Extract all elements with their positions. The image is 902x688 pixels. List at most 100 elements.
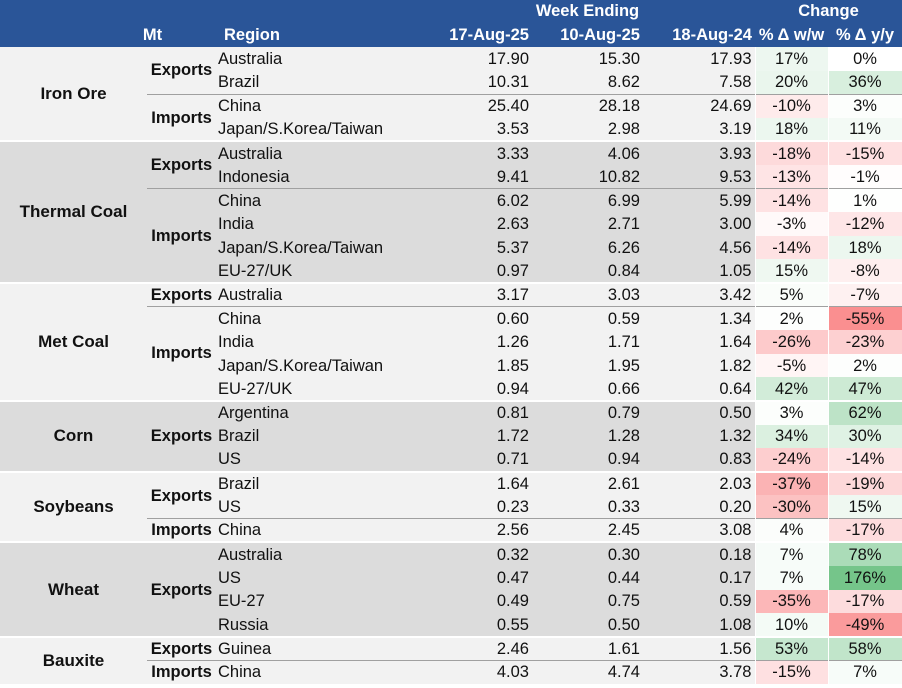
change-ww-cell: -13%	[754, 164, 829, 189]
region-cell: India	[216, 330, 416, 354]
table-row: Russia 0.55 0.50 1.08 10% -49%	[0, 613, 902, 637]
change-yy-cell: 18%	[827, 235, 902, 260]
table-row: Imports China 25.40 28.18 24.69 -10% 3%	[0, 93, 902, 142]
change-ww-cell: -26%	[754, 330, 829, 354]
value-17-aug-25: 17.90	[416, 47, 532, 71]
value-17-aug-25: 1.72	[416, 424, 532, 449]
change-yy-cell: 2%	[827, 353, 902, 378]
change-yy-cell: -8%	[827, 259, 902, 283]
region-header: Region	[216, 23, 416, 47]
change-ww-cell: 34%	[754, 424, 829, 449]
value-10-aug-25: 2.71	[532, 212, 643, 236]
region-cell: China	[216, 188, 416, 213]
value-10-aug-25: 2.98	[532, 117, 643, 142]
flow-label: Exports	[147, 635, 216, 661]
region-cell: EU-27/UK	[216, 377, 416, 401]
value-10-aug-25: 0.59	[532, 306, 643, 331]
value-17-aug-25: 0.32	[416, 541, 532, 567]
value-18-aug-24: 3.42	[643, 281, 755, 307]
change-yy-cell: 47%	[827, 377, 902, 401]
flow-label: Exports	[147, 399, 216, 472]
week-ending-header: Week Ending	[532, 0, 643, 24]
table-row: Thermal Coal Exports Australia 3.33 4.06 3.93…	[0, 140, 902, 283]
change-yy-cell: 1%	[827, 188, 902, 213]
change-yy-cell: -7%	[827, 281, 902, 307]
value-18-aug-24: 24.69	[643, 93, 755, 118]
table-row: India 1.26 1.71 1.64 -26% -23%	[0, 330, 902, 354]
region-cell: Japan/S.Korea/Taiwan	[216, 353, 416, 378]
change-yy-cell: -55%	[827, 306, 902, 331]
value-18-aug-24: 1.05	[643, 259, 755, 283]
ww-header: % Δ w/w	[755, 23, 828, 47]
value-18-aug-24: 1.08	[643, 613, 755, 637]
commodity-label: Thermal Coal	[0, 140, 147, 283]
region-cell: China	[216, 306, 416, 331]
value-10-aug-25: 6.26	[532, 235, 643, 260]
change-ww-cell: -18%	[754, 140, 829, 165]
change-yy-cell: -1%	[827, 164, 902, 189]
value-17-aug-25: 3.33	[416, 140, 532, 165]
value-17-aug-25: 2.63	[416, 212, 532, 236]
change-yy-cell: 62%	[827, 399, 902, 425]
value-10-aug-25: 2.45	[532, 518, 643, 543]
change-ww-cell: -10%	[754, 93, 829, 118]
table-row: Imports China 6.02 6.99 5.99 -14% 1%	[0, 188, 902, 283]
value-18-aug-24: 0.83	[643, 448, 755, 472]
value-17-aug-25: 0.94	[416, 377, 532, 401]
change-ww-cell: -30%	[754, 495, 829, 519]
value-18-aug-24: 7.58	[643, 70, 755, 95]
region-cell: Brazil	[216, 70, 416, 95]
header-row-top: Week Ending Change	[0, 0, 902, 24]
value-17-aug-25: 9.41	[416, 164, 532, 189]
region-cell: Australia	[216, 47, 416, 71]
value-18-aug-24: 3.08	[643, 518, 755, 543]
change-yy-cell: -17%	[827, 518, 902, 543]
change-yy-cell: 36%	[827, 70, 902, 95]
value-18-aug-24: 3.78	[643, 659, 755, 685]
table-row: Japan/S.Korea/Taiwan 5.37 6.26 4.56 -14% 18%	[0, 235, 902, 260]
change-ww-cell: -35%	[754, 589, 829, 614]
value-10-aug-25: 4.74	[532, 659, 643, 685]
value-10-aug-25: 28.18	[532, 93, 643, 118]
mt-header: Mt	[0, 23, 216, 47]
flow-label: Exports	[147, 541, 216, 637]
value-18-aug-24: 4.56	[643, 235, 755, 260]
table-row: Met Coal Exports Australia 3.17 3.03 3.42 5% -7…	[0, 281, 902, 401]
change-yy-cell: 58%	[827, 635, 902, 661]
value-17-aug-25: 0.60	[416, 306, 532, 331]
table-row: Brazil 10.31 8.62 7.58 20% 36%	[0, 70, 902, 95]
table-row: EU-27 0.49 0.75 0.59 -35% -17%	[0, 589, 902, 614]
value-10-aug-25: 0.66	[532, 377, 643, 401]
change-ww-cell: 20%	[754, 70, 829, 95]
header-row-bottom: Mt Region 17-Aug-25 10-Aug-25 18-Aug-24 …	[0, 23, 902, 47]
table-row: Wheat Exports Australia 0.32 0.30 0.18 7% 78%	[0, 541, 902, 637]
value-10-aug-25: 0.30	[532, 541, 643, 567]
change-yy-cell: 176%	[827, 566, 902, 590]
region-cell: US	[216, 566, 416, 590]
value-18-aug-24: 1.82	[643, 353, 755, 378]
date1-header: 17-Aug-25	[416, 23, 532, 47]
change-ww-cell: 7%	[754, 541, 829, 567]
value-17-aug-25: 0.23	[416, 495, 532, 519]
value-18-aug-24: 0.17	[643, 566, 755, 590]
yy-header: % Δ y/y	[828, 23, 902, 47]
value-17-aug-25: 6.02	[416, 188, 532, 213]
value-17-aug-25: 10.31	[416, 70, 532, 95]
commodity-label: Soybeans	[0, 470, 147, 543]
value-17-aug-25: 3.17	[416, 281, 532, 307]
change-ww-cell: 4%	[754, 518, 829, 543]
commodity-label: Wheat	[0, 541, 147, 637]
change-yy-cell: 3%	[827, 93, 902, 118]
change-yy-cell: -17%	[827, 589, 902, 614]
value-18-aug-24: 1.56	[643, 635, 755, 661]
table-row: EU-27/UK 0.94 0.66 0.64 42% 47%	[0, 377, 902, 401]
table-row: Brazil 1.72 1.28 1.32 34% 30%	[0, 424, 902, 449]
value-18-aug-24: 0.50	[643, 399, 755, 425]
value-17-aug-25: 5.37	[416, 235, 532, 260]
value-17-aug-25: 2.56	[416, 518, 532, 543]
date2-header: 10-Aug-25	[532, 23, 643, 47]
region-cell: Australia	[216, 140, 416, 165]
change-ww-cell: -15%	[754, 659, 829, 685]
value-18-aug-24: 0.59	[643, 589, 755, 614]
